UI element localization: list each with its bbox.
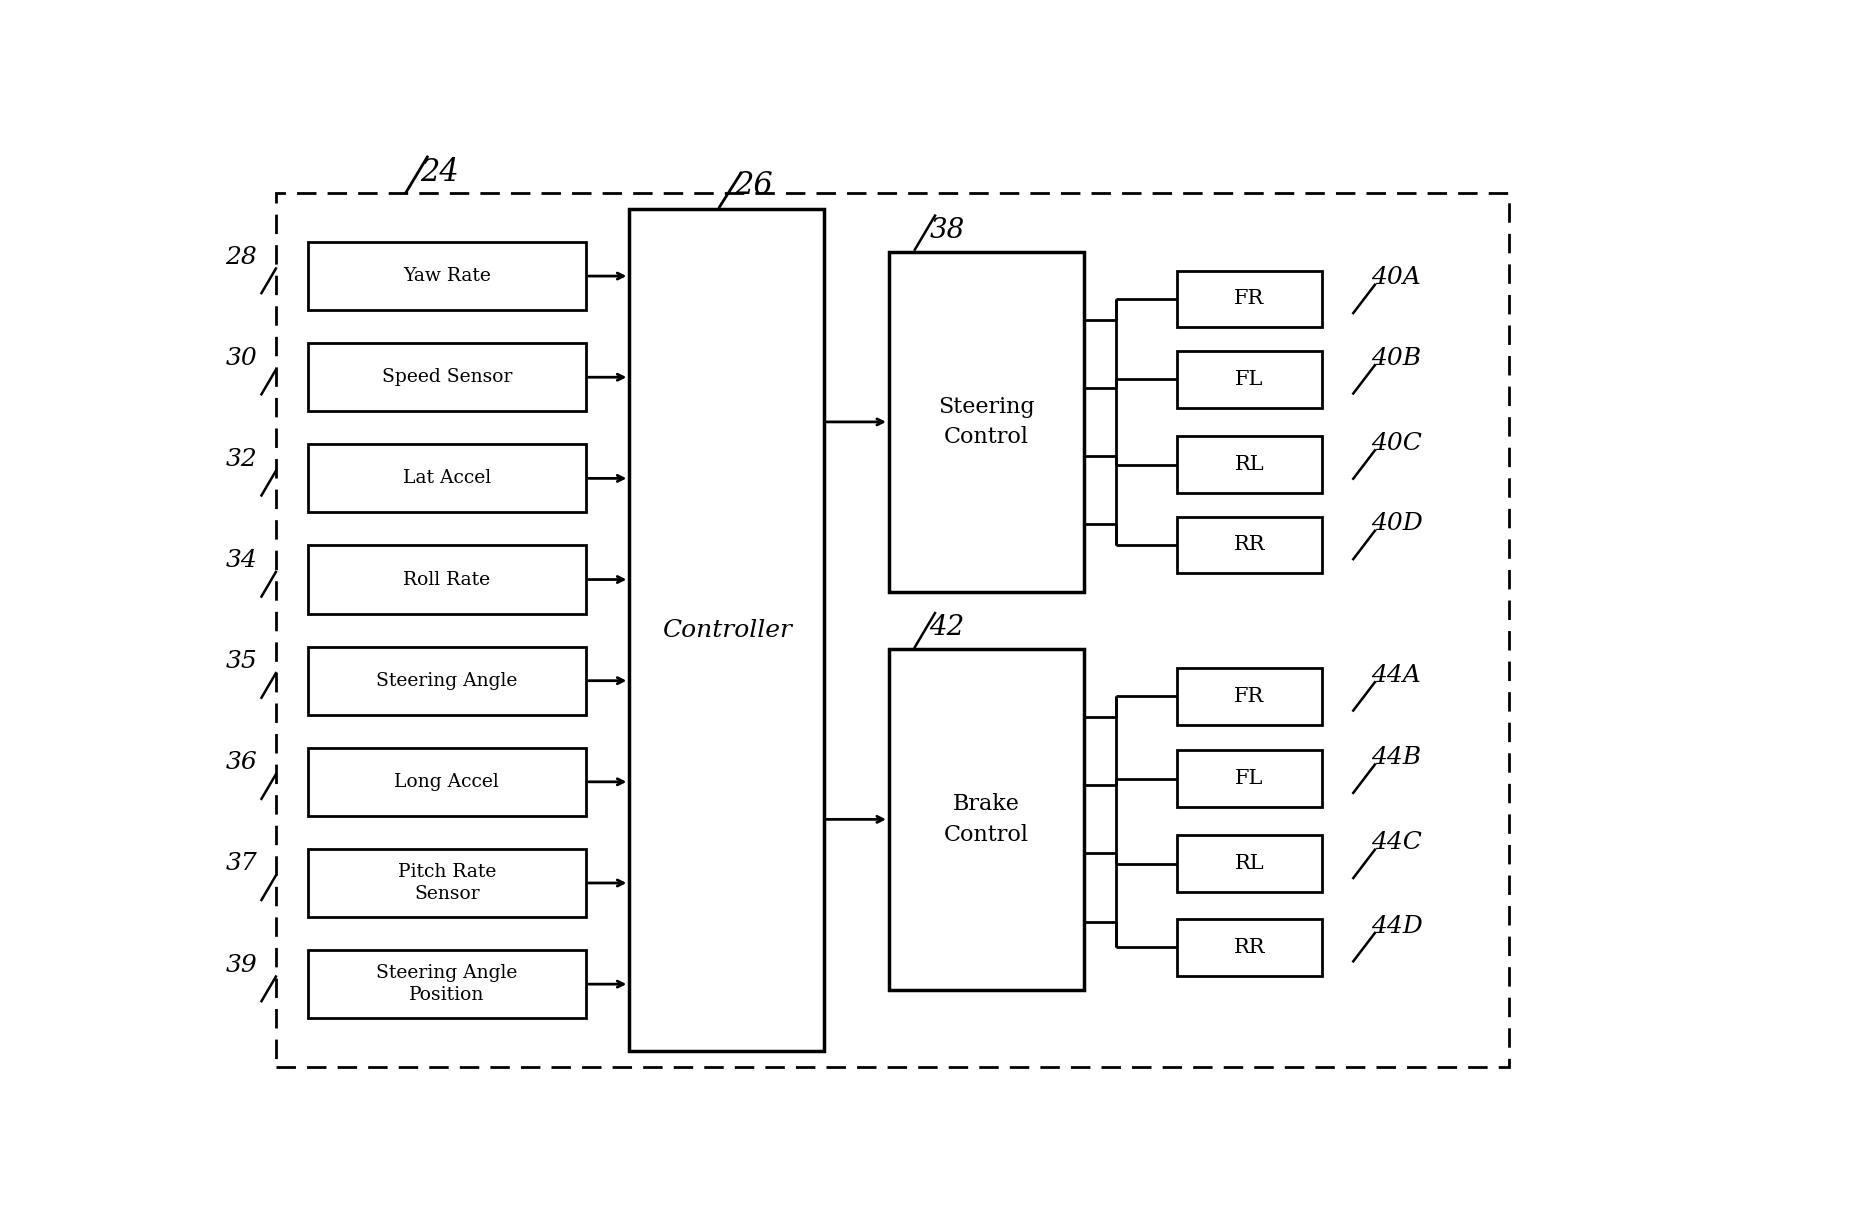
Text: 32: 32 — [225, 447, 257, 471]
Text: Long Accel: Long Accel — [395, 773, 499, 790]
Text: RL: RL — [1234, 854, 1264, 874]
Text: Steering Angle: Steering Angle — [376, 672, 517, 689]
Text: 37: 37 — [225, 853, 257, 875]
Text: Roll Rate: Roll Rate — [404, 570, 489, 589]
Text: Controller: Controller — [663, 618, 791, 642]
Bar — [1178, 836, 1321, 892]
Text: 40A: 40A — [1370, 267, 1420, 290]
Text: Speed Sensor: Speed Sensor — [382, 369, 512, 386]
Bar — [1178, 270, 1321, 327]
Text: 24: 24 — [421, 157, 460, 188]
Bar — [1178, 516, 1321, 573]
Text: Yaw Rate: Yaw Rate — [402, 267, 491, 285]
Bar — [890, 649, 1083, 989]
Text: 35: 35 — [225, 650, 257, 673]
Text: FL: FL — [1236, 370, 1264, 388]
Bar — [890, 252, 1083, 592]
Text: 40B: 40B — [1370, 347, 1420, 370]
Text: Brake
Control: Brake Control — [944, 793, 1029, 846]
Text: 34: 34 — [225, 549, 257, 571]
Bar — [307, 343, 586, 412]
Bar — [307, 546, 586, 613]
Bar — [1178, 669, 1321, 725]
Bar — [307, 950, 586, 1018]
Text: 42: 42 — [929, 614, 964, 642]
Text: 44A: 44A — [1370, 664, 1420, 687]
Text: RR: RR — [1234, 536, 1265, 554]
Text: 40D: 40D — [1370, 512, 1422, 536]
Text: 44D: 44D — [1370, 914, 1422, 938]
Text: RR: RR — [1234, 938, 1265, 956]
Text: FR: FR — [1234, 289, 1265, 308]
Text: Steering
Control: Steering Control — [938, 396, 1035, 449]
Text: Lat Accel: Lat Accel — [402, 469, 491, 488]
Bar — [629, 209, 824, 1051]
Text: 39: 39 — [225, 954, 257, 977]
Text: 26: 26 — [733, 171, 772, 202]
Bar — [307, 646, 586, 715]
Bar — [1178, 750, 1321, 807]
Bar — [307, 242, 586, 310]
Bar — [275, 193, 1509, 1067]
Bar — [307, 445, 586, 512]
Text: 40C: 40C — [1370, 433, 1422, 455]
Bar — [1178, 919, 1321, 976]
Bar — [307, 849, 586, 917]
Bar — [1178, 436, 1321, 493]
Bar — [307, 747, 586, 816]
Text: Steering Angle
Position: Steering Angle Position — [376, 964, 517, 1004]
Text: 44C: 44C — [1370, 831, 1422, 854]
Text: FR: FR — [1234, 687, 1265, 705]
Text: RL: RL — [1234, 455, 1264, 474]
Text: 28: 28 — [225, 246, 257, 268]
Text: Pitch Rate
Sensor: Pitch Rate Sensor — [398, 863, 497, 903]
Bar — [1178, 351, 1321, 408]
Text: 38: 38 — [929, 218, 964, 245]
Text: 36: 36 — [225, 751, 257, 774]
Text: 44B: 44B — [1370, 746, 1420, 769]
Text: 30: 30 — [225, 347, 257, 370]
Text: FL: FL — [1236, 769, 1264, 788]
